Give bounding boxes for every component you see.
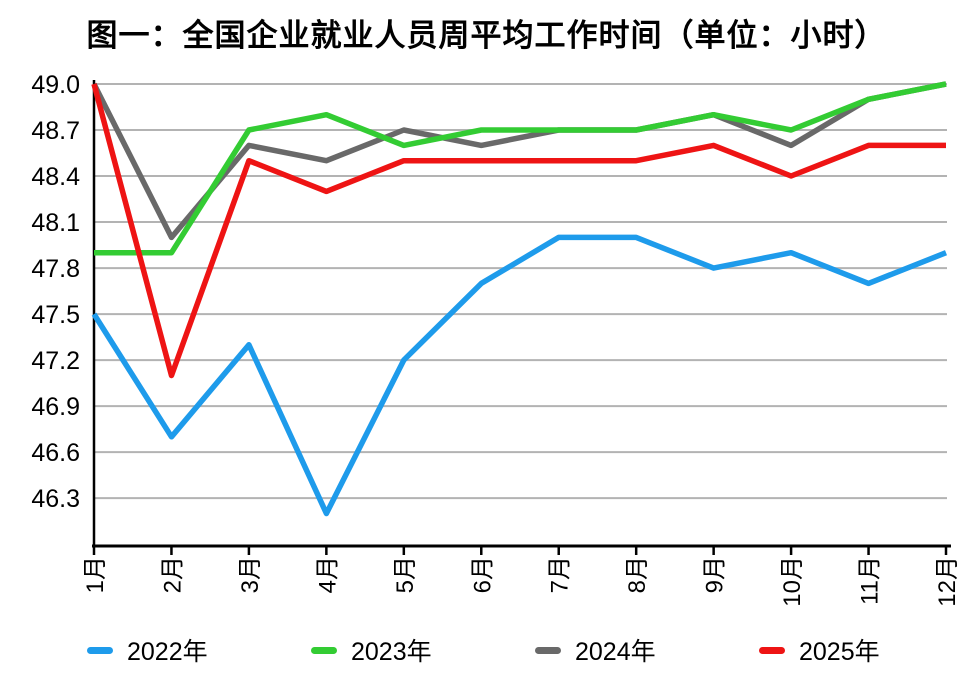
y-tick-label: 48.1 (31, 209, 80, 237)
legend-label-2024: 2024年 (575, 638, 656, 666)
y-tick-label: 48.4 (31, 163, 80, 191)
y-tick-label: 47.2 (31, 347, 80, 375)
legend-swatch-2022-icon (87, 646, 113, 654)
y-tick-label: 47.5 (31, 301, 80, 329)
legend-item-2025: 2025年 (759, 630, 880, 670)
x-tick-label: 11月 (857, 556, 884, 605)
chart-legend: 2022年 2023年 2024年 2025年 (0, 630, 973, 670)
x-tick-label: 6月 (469, 556, 496, 593)
y-tick-label: 47.8 (31, 255, 80, 283)
series-line-2023年 (94, 81, 947, 256)
legend-label-2025: 2025年 (799, 638, 880, 666)
legend-swatch-2025-icon (759, 646, 785, 654)
x-tick-label: 10月 (779, 556, 806, 607)
x-tick-label: 1月 (82, 556, 109, 593)
legend-item-2024: 2024年 (535, 630, 656, 670)
legend-label-2023: 2023年 (351, 638, 432, 666)
legend-item-2022: 2022年 (87, 630, 208, 670)
y-tick-label: 46.3 (31, 485, 80, 513)
legend-swatch-2024-icon (535, 646, 561, 654)
chart-title: 图一：全国企业就业人员周平均工作时间（单位：小时） (86, 18, 887, 53)
legend-label-2022: 2022年 (127, 638, 208, 666)
x-tick-label: 4月 (314, 556, 341, 593)
legend-swatch-2023-icon (311, 646, 337, 654)
x-tick-label: 2月 (159, 556, 186, 593)
y-tick-label: 46.6 (31, 439, 80, 467)
x-tick-label: 3月 (237, 556, 264, 593)
x-tick-label: 7月 (547, 556, 574, 593)
series-line-2024年 (91, 81, 947, 241)
x-tick-label: 8月 (624, 556, 651, 593)
x-tick-label: 12月 (934, 556, 961, 607)
x-tick-label: 9月 (702, 556, 729, 593)
y-tick-label: 49.0 (31, 71, 80, 99)
series-line-2022年 (91, 234, 948, 517)
series-line-2025年 (91, 83, 946, 379)
legend-item-2023: 2023年 (311, 630, 432, 670)
x-tick-label: 5月 (392, 556, 419, 593)
y-tick-label: 46.9 (31, 393, 80, 421)
y-tick-label: 48.7 (31, 117, 80, 145)
